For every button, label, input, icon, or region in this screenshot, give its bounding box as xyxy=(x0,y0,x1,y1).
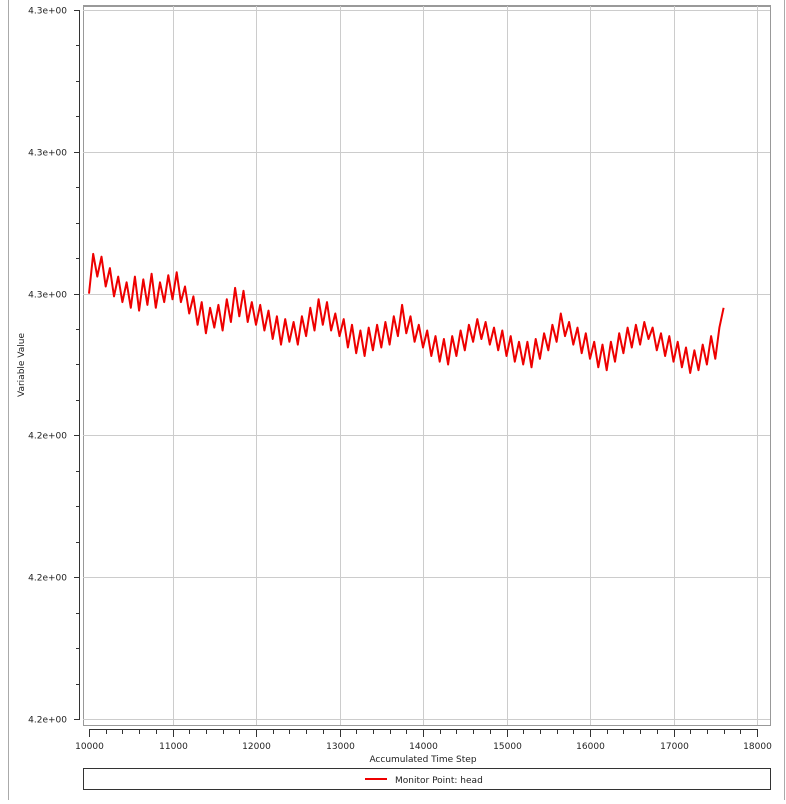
y-tick-label: 4.2e+00 xyxy=(28,574,67,584)
x-axis-label: Accumulated Time Step xyxy=(369,755,476,765)
x-tick-label: 11000 xyxy=(159,742,188,752)
x-axis-ticks: 10000 11000 12000 13000 14000 15000 16000 17000… xyxy=(75,729,772,752)
x-tick-label: 17000 xyxy=(660,742,689,752)
x-tick-label: 13000 xyxy=(326,742,355,752)
grid-lines xyxy=(83,6,770,725)
legend-box xyxy=(83,768,771,790)
y-tick-label: 4.3e+00 xyxy=(28,291,67,301)
x-tick-label: 14000 xyxy=(409,742,438,752)
y-axis-ticks: 4.3e+00 4.3e+00 4.3e+00 4.2e+00 4.2e+00 4.2e+… xyxy=(28,7,80,726)
x-tick-label: 12000 xyxy=(242,742,271,752)
legend: Monitor Point: head xyxy=(83,768,771,790)
series-line-monitor-point-head xyxy=(88,252,725,374)
x-tick-label: 16000 xyxy=(576,742,605,752)
y-tick-label: 4.2e+00 xyxy=(28,432,67,442)
y-tick-label: 4.2e+00 xyxy=(28,716,67,726)
plot-frame xyxy=(83,5,771,726)
y-axis-label: Variable Value xyxy=(17,333,27,397)
legend-label: Monitor Point: head xyxy=(395,776,483,786)
x-tick-label: 10000 xyxy=(75,742,104,752)
x-tick-label: 18000 xyxy=(743,742,772,752)
y-tick-label: 4.3e+00 xyxy=(28,7,67,17)
x-tick-label: 15000 xyxy=(493,742,522,752)
y-tick-label: 4.3e+00 xyxy=(28,149,67,159)
